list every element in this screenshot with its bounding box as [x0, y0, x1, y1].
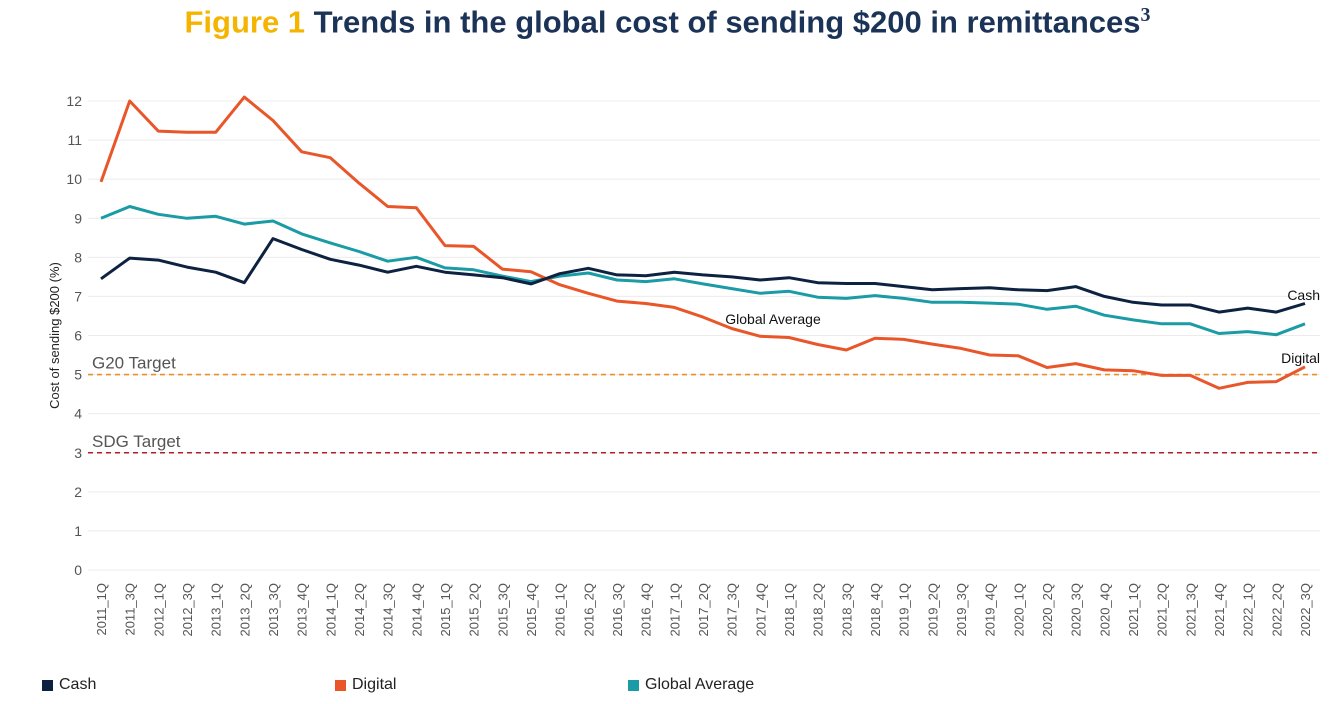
legend-swatch-global-average — [628, 679, 639, 691]
x-tick-label: 2012_3Q — [180, 583, 195, 637]
x-tick-label: 2018_3Q — [839, 583, 854, 637]
y-tick-label: 9 — [74, 210, 82, 226]
legend-label: Global Average — [645, 676, 755, 693]
x-tick-label: 2014_4Q — [409, 583, 424, 637]
x-tick-label: 2014_1Q — [323, 583, 338, 637]
x-tick-label: 2015_4Q — [524, 583, 539, 637]
y-tick-label: 6 — [74, 328, 82, 344]
y-axis-title: Cost of sending $200 (%) — [47, 262, 62, 409]
legend-label: Digital — [352, 676, 397, 693]
x-tick-label: 2018_1Q — [782, 583, 797, 637]
x-tick-label: 2017_2Q — [696, 583, 711, 637]
x-tick-label: 2018_4Q — [868, 583, 883, 637]
annotation-global: Global Average — [725, 311, 821, 327]
y-tick-label: 11 — [67, 132, 82, 148]
y-tick-label: 5 — [74, 367, 82, 383]
x-tick-label: 2016_2Q — [581, 583, 596, 637]
x-tick-label: 2014_3Q — [381, 583, 396, 637]
legend-swatch-digital — [335, 679, 346, 691]
x-tick-label: 2016_3Q — [610, 583, 625, 637]
y-tick-label: 12 — [66, 93, 82, 109]
footnote-marker: 3 — [1140, 4, 1151, 26]
y-tick-label: 10 — [66, 171, 82, 187]
y-tick-label: 4 — [74, 406, 82, 422]
y-tick-label: 0 — [74, 562, 82, 578]
y-tick-label: 1 — [74, 523, 82, 539]
y-tick-label: 8 — [74, 249, 82, 265]
series-line-cash — [100, 237, 1306, 314]
x-tick-label: 2015_2Q — [467, 583, 482, 637]
x-tick-label: 2021_1Q — [1126, 583, 1141, 637]
x-tick-label: 2012_1Q — [151, 583, 166, 637]
y-tick-label: 3 — [74, 445, 82, 461]
x-tick-label: 2022_1Q — [1241, 583, 1256, 637]
x-tick-label: 2021_4Q — [1212, 583, 1227, 637]
series-line-digital — [99, 95, 1306, 390]
x-tick-label: 2019_3Q — [954, 583, 969, 637]
x-tick-label: 2011_1Q — [94, 583, 109, 636]
x-tick-label: 2020_3Q — [1069, 583, 1084, 637]
x-tick-label: 2020_4Q — [1097, 583, 1112, 637]
x-tick-label: 2020_2Q — [1040, 583, 1055, 637]
x-tick-label: 2022_3Q — [1298, 583, 1313, 637]
x-tick-label: 2017_4Q — [753, 583, 768, 637]
figure-label: Figure 1 — [184, 4, 306, 40]
legend-item-global-average: Global Average — [628, 676, 754, 694]
legend-item-cash: Cash — [42, 676, 96, 694]
title-text: Trends in the global cost of sending $20… — [313, 4, 1141, 40]
y-tick-label: 2 — [74, 484, 82, 500]
x-tick-label: 2019_4Q — [983, 583, 998, 637]
x-tick-label: 2015_1Q — [438, 583, 453, 637]
x-tick-label: 2015_3Q — [495, 583, 510, 637]
x-tick-label: 2013_2Q — [237, 583, 252, 637]
x-tick-label: 2019_2Q — [925, 583, 940, 637]
x-tick-label: 2017_1Q — [667, 583, 682, 637]
annotation-cash: Cash — [1287, 287, 1320, 303]
x-tick-label: 2016_1Q — [553, 583, 568, 637]
chart-title: Figure 1 Trends in the global cost of se… — [0, 4, 1335, 40]
x-tick-label: 2011_3Q — [123, 583, 138, 636]
x-tick-label: 2021_2Q — [1155, 583, 1170, 637]
series-line-global — [100, 205, 1306, 337]
x-tick-label: 2019_1Q — [897, 583, 912, 637]
y-tick-label: 7 — [74, 288, 82, 304]
x-tick-label: 2014_2Q — [352, 583, 367, 637]
sdg-target-label: SDG Target — [92, 432, 181, 451]
x-tick-label: 2013_3Q — [266, 583, 281, 637]
x-tick-label: 2017_3Q — [725, 583, 740, 637]
legend-item-digital: Digital — [335, 676, 396, 694]
g20-target-label: G20 Target — [92, 354, 176, 373]
x-tick-label: 2018_2Q — [811, 583, 826, 637]
x-tick-label: 2016_4Q — [639, 583, 654, 637]
x-tick-label: 2022_2Q — [1269, 583, 1284, 637]
legend-label: Cash — [59, 676, 97, 693]
legend-swatch-cash — [42, 679, 53, 691]
x-tick-label: 2020_1Q — [1011, 583, 1026, 637]
annotation-digital: Digital — [1281, 350, 1320, 366]
x-tick-label: 2013_1Q — [209, 583, 224, 637]
x-tick-label: 2021_3Q — [1183, 583, 1198, 637]
x-tick-label: 2013_4Q — [295, 583, 310, 637]
